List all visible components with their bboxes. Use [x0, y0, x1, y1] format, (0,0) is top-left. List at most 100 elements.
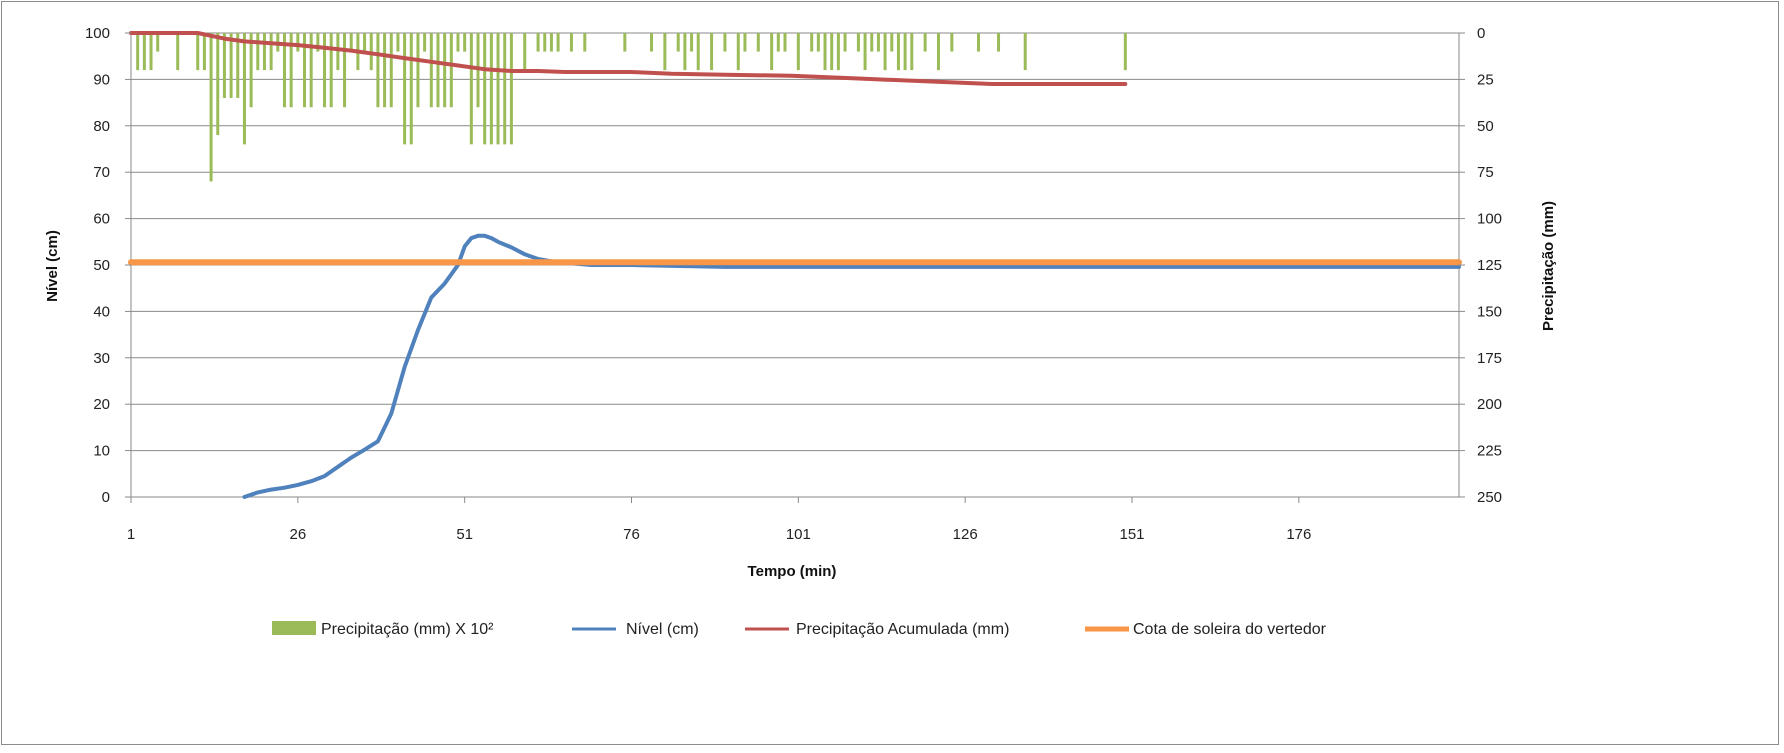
precipitation-bar [536, 33, 540, 52]
precipitation-bar [336, 33, 340, 71]
y-right-tick-label: 100 [1477, 211, 1502, 228]
y-left-tick-label: 90 [93, 71, 110, 88]
precipitation-bar [136, 33, 140, 71]
precipitation-bar [256, 33, 260, 71]
precipitation-bar [429, 33, 433, 108]
precipitation-bar [196, 33, 200, 71]
precipitation-bar [483, 33, 487, 145]
precipitation-bar [796, 33, 800, 71]
precipitation-bar [249, 33, 253, 108]
precipitation-bar [303, 33, 307, 108]
precipitation-bar [883, 33, 887, 71]
precipitation-bar [756, 33, 760, 52]
legend-item: Precipitação Acumulada (mm) [745, 621, 1009, 638]
precipitation-bar [836, 33, 840, 71]
precipitation-bar [409, 33, 413, 145]
precipitation-bar [890, 33, 894, 52]
y-right-tick-label: 225 [1477, 443, 1502, 460]
precipitation-bar [843, 33, 847, 52]
precipitation-bar [723, 33, 727, 52]
x-tick-label: 26 [289, 526, 306, 543]
legend-label: Nível (cm) [626, 621, 699, 638]
precipitation-bar [456, 33, 460, 52]
legend-swatch-bar [272, 621, 316, 635]
precipitation-bar [289, 33, 293, 108]
precipitation-bar [810, 33, 814, 52]
precipitation-bar [282, 33, 286, 108]
accumulated-precipitation-line [129, 31, 1128, 86]
precipitation-bar [523, 33, 527, 71]
x-tick-label: 51 [456, 526, 473, 543]
precipitation-bar [202, 33, 206, 71]
precipitation-bar [997, 33, 1001, 52]
y-left-tick-label: 30 [93, 350, 110, 367]
precipitation-bar [222, 33, 226, 98]
precipitation-bar [856, 33, 860, 52]
precipitation-bar [770, 33, 774, 71]
precipitation-bar [316, 33, 320, 52]
precipitation-bar [870, 33, 874, 52]
precipitation-bar [863, 33, 867, 71]
y-right-tick-label: 0 [1477, 25, 1485, 42]
precipitation-bar [876, 33, 880, 52]
y-left-tick-label: 10 [93, 443, 110, 460]
precipitation-bar [269, 33, 273, 71]
precipitation-bar [977, 33, 981, 52]
precipitation-bar [216, 33, 220, 136]
y-left-tick-label: 40 [93, 303, 110, 320]
precipitation-bar [923, 33, 927, 52]
precipitation-bar [389, 33, 393, 108]
precipitation-bar [830, 33, 834, 71]
y-left-tick-label: 80 [93, 118, 110, 135]
precipitation-bar [710, 33, 714, 71]
precipitation-bar [416, 33, 420, 108]
precipitation-bar [343, 33, 347, 108]
y-right-tick-label: 125 [1477, 257, 1502, 274]
precipitation-bar [549, 33, 553, 52]
precipitation-bar [149, 33, 153, 71]
precipitation-bar [323, 33, 327, 108]
y-right-tick-label: 25 [1477, 71, 1494, 88]
precipitation-bar [242, 33, 246, 145]
precipitation-bar [1123, 33, 1127, 71]
precipitation-bar [623, 33, 627, 52]
precipitation-bar [469, 33, 473, 145]
legend-item: Nível (cm) [572, 621, 699, 638]
y-right-tick-label: 175 [1477, 350, 1502, 367]
precipitation-bar [543, 33, 547, 52]
precipitation-bar [236, 33, 240, 98]
precipitation-bar [743, 33, 747, 52]
precipitation-bar [436, 33, 440, 108]
precipitation-bar [156, 33, 160, 52]
precipitation-bar [363, 33, 367, 52]
y-left-tick-label: 0 [102, 489, 110, 506]
x-tick-label: 126 [953, 526, 978, 543]
precipitation-bar [776, 33, 780, 52]
precipitation-bar [229, 33, 233, 98]
precipitation-bar [296, 33, 300, 52]
precipitation-bar [496, 33, 500, 145]
precipitation-bar [683, 33, 687, 71]
series-lines [128, 31, 1462, 499]
precipitation-bar [823, 33, 827, 71]
legend-item: Precipitação (mm) X 10² [272, 621, 494, 638]
x-tick-label: 1 [127, 526, 135, 543]
level-line [242, 233, 1461, 499]
precipitation-bar [936, 33, 940, 71]
precipitation-bar [736, 33, 740, 71]
precipitation-bar [663, 33, 667, 71]
precipitation-bar [209, 33, 213, 182]
precipitation-bar [676, 33, 680, 52]
precipitation-bar [696, 33, 700, 71]
precipitation-bar [950, 33, 954, 52]
precipitation-bar [329, 33, 333, 108]
precipitation-bar [463, 33, 467, 52]
y-left-tick-label: 100 [85, 25, 110, 42]
legend-label: Cota de soleira do vertedor [1133, 621, 1327, 638]
y-right-tick-label: 75 [1477, 164, 1494, 181]
precipitation-bar [503, 33, 507, 145]
x-tick-label: 76 [623, 526, 640, 543]
precipitation-bar [509, 33, 513, 145]
